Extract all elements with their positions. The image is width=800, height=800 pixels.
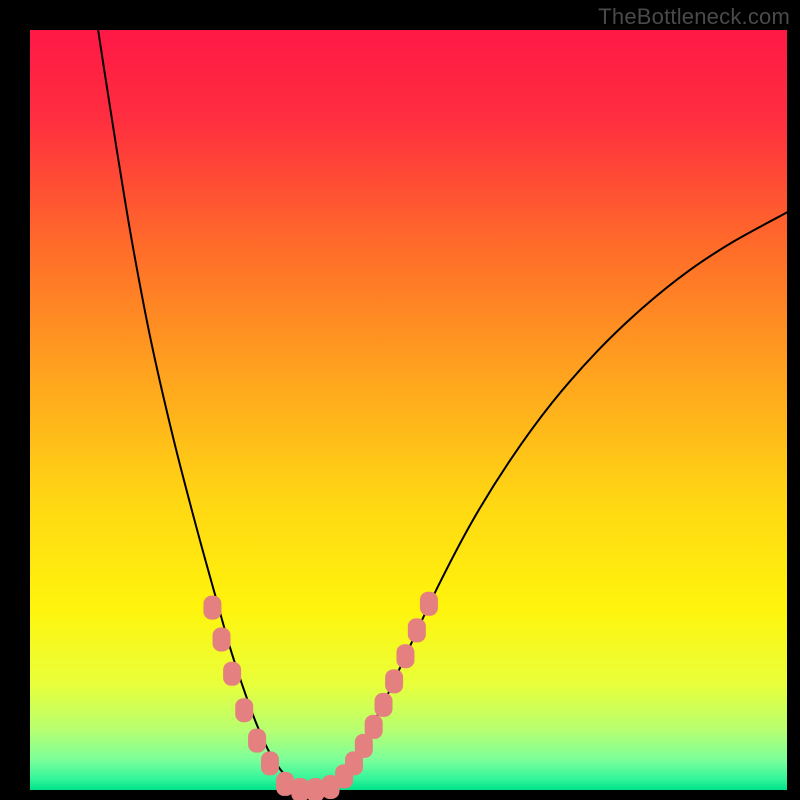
marker-point bbox=[203, 596, 221, 620]
marker-point bbox=[385, 669, 403, 693]
marker-point bbox=[213, 628, 231, 652]
marker-point bbox=[261, 751, 279, 775]
marker-point bbox=[396, 644, 414, 668]
marker-point bbox=[408, 618, 426, 642]
root-container: TheBottleneck.com bbox=[0, 0, 800, 800]
marker-point bbox=[223, 662, 241, 686]
marker-point bbox=[248, 729, 266, 753]
watermark-text: TheBottleneck.com bbox=[598, 4, 790, 30]
marker-point bbox=[235, 698, 253, 722]
marker-point bbox=[365, 715, 383, 739]
marker-point bbox=[420, 592, 438, 616]
marker-point bbox=[375, 693, 393, 717]
markers-layer bbox=[30, 30, 787, 790]
plot-area bbox=[30, 30, 787, 790]
